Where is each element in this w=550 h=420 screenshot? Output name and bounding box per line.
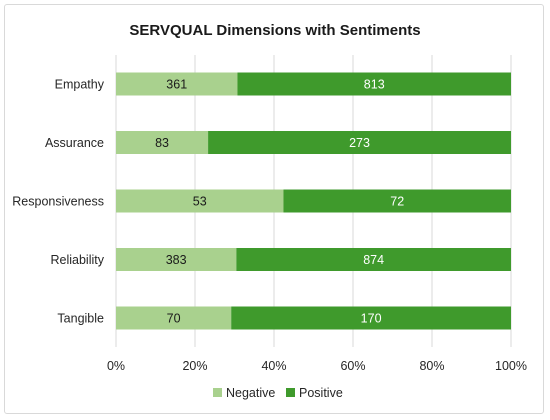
category-label: Responsiveness — [12, 195, 104, 209]
bar-negative — [116, 72, 238, 96]
data-label: 383 — [166, 253, 187, 267]
bar-negative — [116, 248, 237, 271]
x-tick-label: 20% — [182, 359, 207, 373]
data-label: 72 — [390, 195, 404, 209]
x-tick-label: 60% — [340, 359, 365, 373]
bar-negative — [116, 131, 209, 154]
data-label: 874 — [363, 253, 384, 267]
x-tick-label: 100% — [495, 359, 527, 373]
legend-swatch-positive — [286, 388, 295, 397]
legend-label-negative: Negative — [226, 386, 275, 400]
category-label: Empathy — [55, 78, 105, 92]
data-label: 813 — [364, 78, 385, 92]
data-label: 53 — [193, 195, 207, 209]
x-tick-label: 80% — [419, 359, 444, 373]
bar-positive — [208, 131, 511, 154]
category-labels: Empathy Assurance Responsiveness Reliabilit… — [12, 78, 104, 326]
legend: Negative Positive — [213, 386, 343, 400]
legend-label-positive: Positive — [299, 386, 343, 400]
bar-positive — [231, 306, 512, 330]
data-label: 70 — [167, 312, 181, 326]
x-tick-labels: 0% 20% 40% 60% 80% 100% — [107, 359, 527, 373]
x-tick-label: 40% — [261, 359, 286, 373]
category-label: Reliability — [51, 253, 105, 267]
data-label: 273 — [349, 136, 370, 150]
bar-negative — [116, 189, 284, 213]
category-label: Tangible — [57, 312, 104, 326]
bar-positive — [237, 72, 511, 96]
bar-positive — [236, 248, 512, 271]
data-label: 170 — [361, 312, 382, 326]
category-label: Assurance — [45, 136, 104, 150]
bars-layer: 361 813 83 273 53 72 383 874 70 170 — [116, 72, 512, 330]
data-label: 83 — [155, 136, 169, 150]
chart-title: SERVQUAL Dimensions with Sentiments — [129, 22, 420, 39]
data-label: 361 — [166, 78, 187, 92]
bar-negative — [116, 306, 232, 330]
bar-positive — [283, 189, 511, 213]
legend-swatch-negative — [213, 388, 222, 397]
x-tick-label: 0% — [107, 359, 125, 373]
